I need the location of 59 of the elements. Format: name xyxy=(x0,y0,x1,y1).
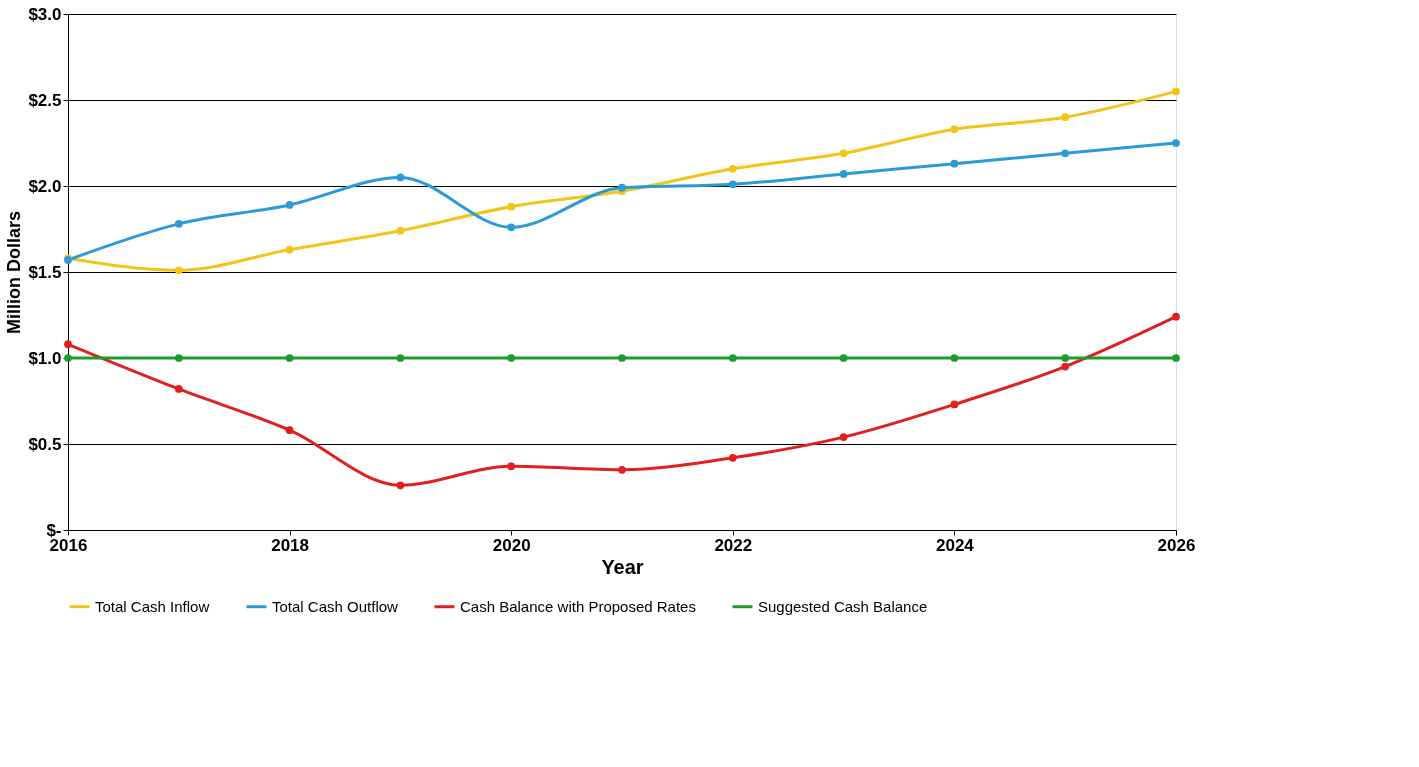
legend-label: Cash Balance with Proposed Rates xyxy=(460,597,696,615)
point xyxy=(396,173,405,182)
point xyxy=(950,400,959,409)
point xyxy=(1061,113,1070,122)
point xyxy=(285,426,294,435)
point xyxy=(64,340,72,349)
point xyxy=(507,202,516,211)
legend-label: Suggested Cash Balance xyxy=(758,597,928,615)
point xyxy=(174,385,183,393)
point xyxy=(839,170,848,178)
y-tick-label: $3.0 xyxy=(28,4,62,24)
x-tick-label: 2024 xyxy=(935,535,975,555)
x-axis-title: Year xyxy=(601,555,644,578)
point xyxy=(507,223,516,232)
point xyxy=(174,266,183,275)
x-tick-label: 2026 xyxy=(1157,535,1196,555)
point xyxy=(728,164,737,173)
point xyxy=(950,125,959,134)
point xyxy=(728,354,737,362)
point xyxy=(285,354,294,362)
point xyxy=(839,433,848,441)
point xyxy=(1172,354,1180,362)
point xyxy=(1172,312,1180,321)
point xyxy=(618,465,626,474)
point xyxy=(618,183,626,192)
point xyxy=(1061,362,1070,371)
point xyxy=(507,354,516,362)
y-tick-label: $1.0 xyxy=(28,348,62,368)
point xyxy=(950,354,959,362)
point xyxy=(507,462,516,471)
y-tick-label: $2.0 xyxy=(28,176,62,196)
point xyxy=(396,481,405,490)
point xyxy=(64,354,72,362)
y-tick-label: $0.5 xyxy=(28,434,62,454)
point xyxy=(396,226,405,235)
point xyxy=(1061,149,1070,158)
y-tick-label: $1.5 xyxy=(28,262,62,282)
point xyxy=(1172,87,1180,96)
point xyxy=(618,354,626,362)
point xyxy=(728,180,737,189)
legend-label: Total Cash Outflow xyxy=(272,597,399,615)
point xyxy=(839,149,848,158)
legend-label: Total Cash Inflow xyxy=(95,597,210,615)
point xyxy=(728,453,737,462)
y-axis-title: Million Dollars xyxy=(4,210,25,335)
x-tick-label: 2020 xyxy=(492,535,531,555)
point xyxy=(839,354,848,362)
y-tick-label: $- xyxy=(46,520,62,540)
point xyxy=(285,201,294,209)
point xyxy=(396,354,405,362)
x-tick-label: 2018 xyxy=(271,535,310,555)
point xyxy=(174,354,183,362)
point xyxy=(1172,139,1180,147)
point xyxy=(285,245,294,254)
y-tick-label: $2.5 xyxy=(28,90,62,110)
point xyxy=(174,219,183,228)
point xyxy=(1061,354,1070,362)
point xyxy=(950,159,959,168)
x-tick-label: 2022 xyxy=(714,535,753,555)
